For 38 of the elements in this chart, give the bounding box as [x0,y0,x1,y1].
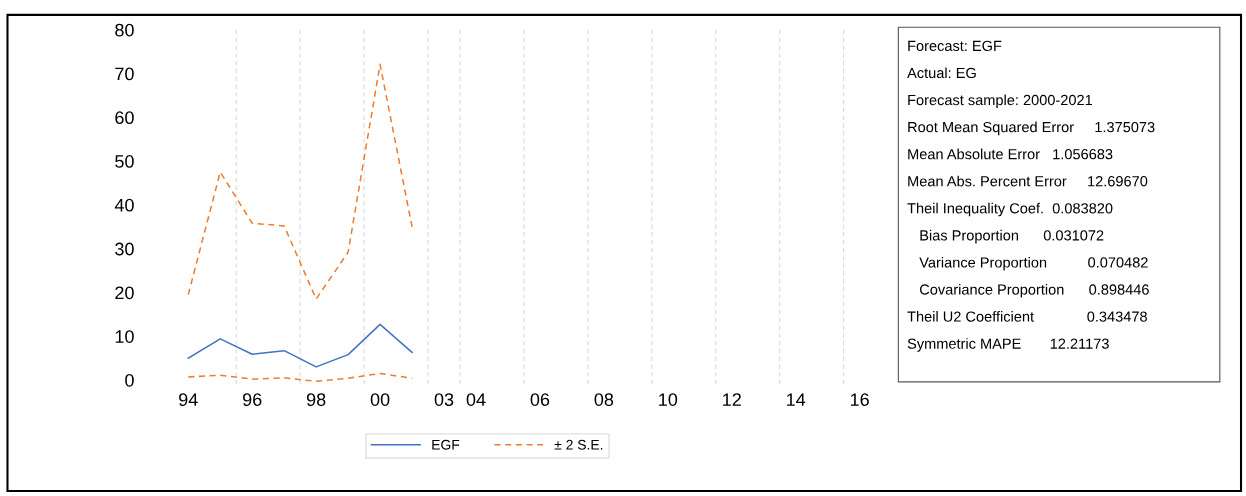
x-tick-label: 16 [850,393,869,406]
x-tick-label: 94 [179,393,198,406]
text: Covariance Proportion 0.898446 [919,283,1149,298]
line-series [187,63,413,300]
text: Forecast: EGF [908,40,1002,52]
text: Mean Abs. Percent Error 12.69670 [908,175,1148,187]
y-tick-label: 60 [115,111,134,125]
text: Mean Absolute Error 1.056683 [908,148,1113,160]
y-tick-label: 20 [115,286,134,300]
x-tick-label: 00 [370,393,390,406]
x-tick-label: 98 [306,393,326,406]
text: Forecast sample: 2000-2021 [908,94,1093,109]
x-tick-label: 96 [243,393,262,406]
legend-label: ± 2 S.E. [554,439,603,450]
legend-label: EGF [432,439,460,450]
text: Theil Inequality Coef. 0.083820 [907,202,1113,217]
text: Variance Proportion 0.070482 [919,256,1148,271]
y-tick-label: 50 [115,155,134,168]
text: Actual: EG [907,67,976,79]
x-tick-label: 03 [434,393,454,406]
x-tick-label: 12 [723,393,741,406]
y-tick-label: 70 [115,67,134,81]
text: Theil U2 Coefficient 0.343478 [907,311,1147,322]
y-tick-label: 80 [115,23,134,37]
text: Bias Proportion 0.031072 [920,229,1104,244]
y-tick-label: 30 [115,242,134,256]
y-tick-label: 10 [115,330,134,343]
y-tick-label: 40 [114,198,134,212]
line-series [187,323,413,368]
x-tick-label: 08 [594,393,614,406]
y-tick-label: 0 [125,373,134,387]
text: Symmetric MAPE 12.21173 [907,338,1109,352]
x-tick-label: 04 [466,393,486,406]
x-tick-label: 06 [530,393,550,406]
x-tick-label: 10 [659,393,678,406]
x-tick-label: 14 [787,393,806,406]
line-series [187,372,413,383]
text: Root Mean Squared Error 1.375073 [908,121,1155,136]
